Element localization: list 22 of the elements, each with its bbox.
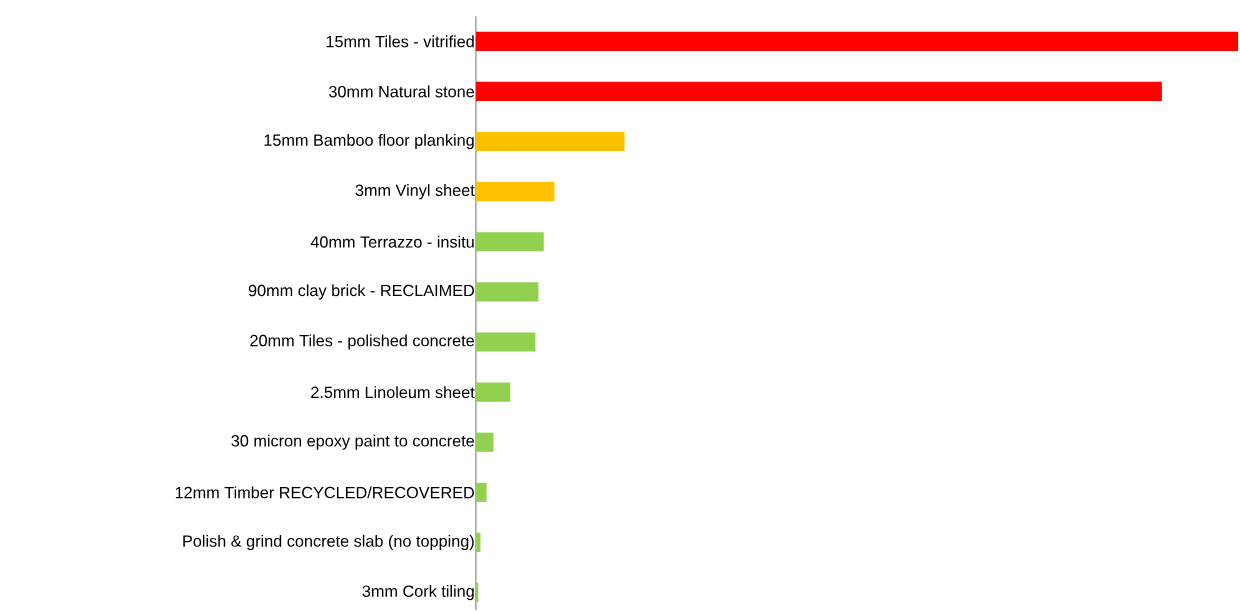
y-tick-label: 15mm Tiles - vitrified xyxy=(326,35,474,48)
bar xyxy=(475,482,487,502)
y-tick-label: 40mm Terrazzo - insitu xyxy=(310,235,474,248)
bar xyxy=(475,282,539,302)
y-tick-label: 20mm Tiles - polished concrete xyxy=(250,334,475,350)
bar xyxy=(475,31,1239,51)
y-tick-label: 90mm clay brick - RECLAIMED xyxy=(248,284,474,300)
bar xyxy=(475,382,511,402)
y-tick-label: 30 micron epoxy paint to concrete xyxy=(231,434,475,450)
y-tick-label: 3mm Vinyl sheet xyxy=(355,184,475,200)
y-tick-label: 15mm Bamboo floor planking xyxy=(264,133,474,150)
y-tick-label: 3mm Cork tiling xyxy=(362,584,474,601)
bar xyxy=(475,81,1162,101)
y-tick-label: Polish & grind concrete slab (no topping) xyxy=(183,534,474,551)
y-tick-label: 30mm Natural stone xyxy=(329,85,475,98)
bar xyxy=(475,432,494,452)
y-tick-label: 2.5mm Linoleum sheet xyxy=(311,386,475,399)
bar xyxy=(475,332,536,352)
bar xyxy=(475,232,544,252)
bar xyxy=(475,131,625,152)
bar xyxy=(475,182,555,202)
y-tick-label: 12mm Timber RECYCLED/RECOVERED xyxy=(175,486,474,499)
